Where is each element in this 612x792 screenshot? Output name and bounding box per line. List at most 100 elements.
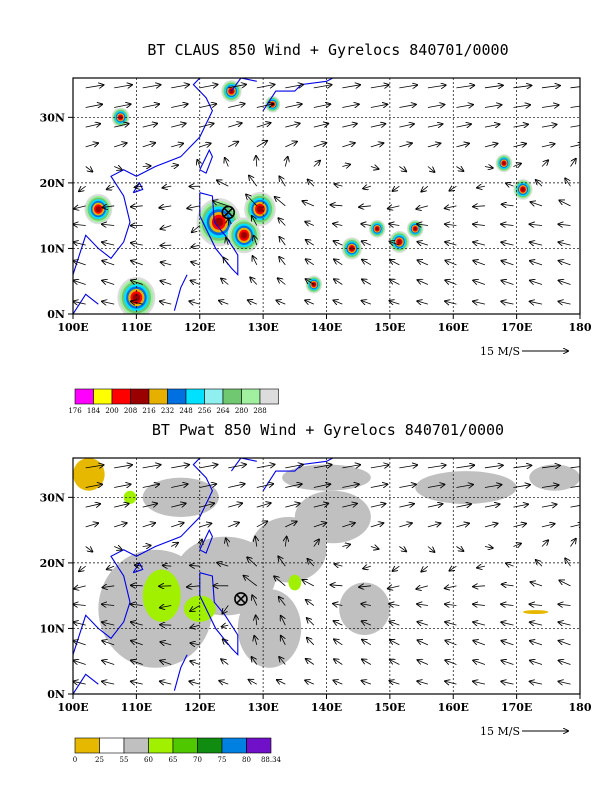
wind-vector bbox=[558, 242, 571, 245]
wind-vector bbox=[199, 104, 216, 108]
x-tick-label: 110E bbox=[121, 321, 152, 334]
y-tick-label: 10N bbox=[40, 622, 65, 635]
wind-vector bbox=[163, 186, 172, 188]
wind-vector bbox=[74, 280, 86, 284]
wind-vector bbox=[389, 301, 400, 304]
y-tick-label: 20N bbox=[40, 177, 65, 190]
wind-vector bbox=[399, 167, 406, 172]
wind-vector bbox=[219, 681, 229, 684]
wind-vector bbox=[279, 176, 286, 187]
panel-claus: BT CLAUS 850 Wind + Gyrelocs 840701/0000… bbox=[40, 41, 592, 415]
cloud-contour-8-7 bbox=[397, 239, 402, 245]
panel2-gyre-marker bbox=[234, 592, 248, 606]
wind-vector bbox=[513, 504, 528, 507]
wind-vector bbox=[445, 280, 457, 285]
wind-vector bbox=[541, 86, 560, 88]
wind-vector bbox=[370, 104, 387, 107]
wind-vector bbox=[370, 504, 385, 507]
cloud-contour-4-7 bbox=[256, 205, 264, 213]
wind-vector bbox=[342, 104, 358, 107]
wind-vector bbox=[159, 206, 172, 208]
wind-vector bbox=[530, 261, 543, 266]
wind-vector bbox=[570, 125, 580, 128]
pwat-gray-region-7 bbox=[529, 464, 580, 491]
wind-vector bbox=[160, 661, 172, 665]
wind-vector bbox=[74, 641, 86, 646]
colorbar-label: 65 bbox=[169, 756, 178, 764]
x-tick-label: 180 bbox=[569, 321, 592, 334]
wind-vector bbox=[85, 465, 104, 468]
wind-vector bbox=[418, 280, 429, 285]
wind-vector bbox=[445, 224, 457, 225]
y-tick-label: 0N bbox=[47, 308, 65, 321]
wind-vector bbox=[142, 523, 155, 527]
colorbar-swatch-6 bbox=[221, 737, 247, 754]
wind-vector bbox=[142, 124, 157, 128]
wind-vector bbox=[559, 280, 571, 284]
wind-vector bbox=[160, 226, 172, 230]
wind-vector bbox=[191, 245, 200, 247]
colorbar-label: 264 bbox=[216, 407, 230, 415]
wind-vector bbox=[85, 124, 100, 127]
wind-vector bbox=[342, 143, 354, 147]
wind-vector bbox=[131, 641, 143, 646]
wind-vector bbox=[217, 563, 229, 567]
wind-vector bbox=[285, 157, 287, 167]
wind-vector bbox=[362, 681, 372, 685]
wind-vector bbox=[417, 301, 429, 304]
colorbar-swatch-3 bbox=[148, 737, 174, 754]
wind-vector bbox=[160, 642, 172, 645]
wind-vector bbox=[221, 659, 229, 665]
wind-vector bbox=[342, 484, 358, 487]
wind-vector bbox=[171, 165, 178, 166]
wind-vector bbox=[530, 280, 543, 284]
wind-vector bbox=[541, 524, 555, 527]
wind-vector bbox=[484, 524, 498, 527]
wind-vector bbox=[73, 622, 86, 625]
wind-vector bbox=[247, 557, 258, 567]
panel-pwat: BT Pwat 850 Wind + Gyrelocs 840701/0000 … bbox=[40, 421, 592, 764]
wind-vector bbox=[363, 186, 371, 188]
wind-vector bbox=[342, 85, 360, 88]
wind-vector bbox=[449, 186, 457, 190]
wind-vector bbox=[256, 616, 257, 626]
wind-vector bbox=[190, 565, 200, 566]
y-tick-label: 30N bbox=[40, 491, 65, 504]
wind-vector bbox=[279, 597, 286, 606]
wind-vector bbox=[334, 300, 343, 304]
wind-vector bbox=[85, 143, 98, 147]
wind-vector bbox=[256, 484, 273, 488]
wind-vector bbox=[142, 85, 161, 88]
wind-vector bbox=[313, 523, 326, 528]
wind-vector bbox=[102, 224, 115, 225]
wind-vector bbox=[306, 659, 315, 665]
panel2-colorbar: 0 25 55 60 65 70 75 80 88.34 bbox=[73, 737, 282, 764]
wind-vector bbox=[399, 547, 406, 552]
wind-vector bbox=[456, 85, 474, 88]
colorbar-label: 216 bbox=[142, 407, 156, 415]
panel2-axis-ticks: 100E 110E 120E 130E 140E 150E 160E 170E 180 0N 10N… bbox=[40, 491, 592, 714]
colorbar-label: 55 bbox=[120, 756, 129, 764]
wind-vector bbox=[228, 522, 239, 528]
wind-vector bbox=[228, 503, 242, 508]
wind-vector bbox=[559, 200, 571, 207]
cloud-contour-10-7 bbox=[118, 115, 123, 120]
colorbar-swatch-5 bbox=[197, 737, 223, 754]
x-tick-label: 100E bbox=[57, 701, 88, 714]
wind-vector bbox=[281, 636, 286, 646]
wind-vector bbox=[335, 564, 343, 566]
wind-vector bbox=[142, 545, 151, 546]
wind-vector bbox=[541, 485, 558, 488]
wind-vector bbox=[246, 194, 258, 207]
panel1-gridlines bbox=[73, 78, 580, 314]
wind-vector bbox=[85, 523, 98, 527]
wind-vector bbox=[363, 566, 371, 568]
wind-vector bbox=[370, 465, 389, 468]
wind-vector bbox=[302, 580, 315, 587]
wind-vector bbox=[531, 202, 543, 206]
wind-vector bbox=[570, 539, 575, 547]
wind-vector bbox=[370, 124, 385, 127]
x-tick-label: 130E bbox=[247, 701, 278, 714]
wind-vector bbox=[256, 464, 275, 467]
colorbar-swatch-4 bbox=[172, 737, 198, 754]
